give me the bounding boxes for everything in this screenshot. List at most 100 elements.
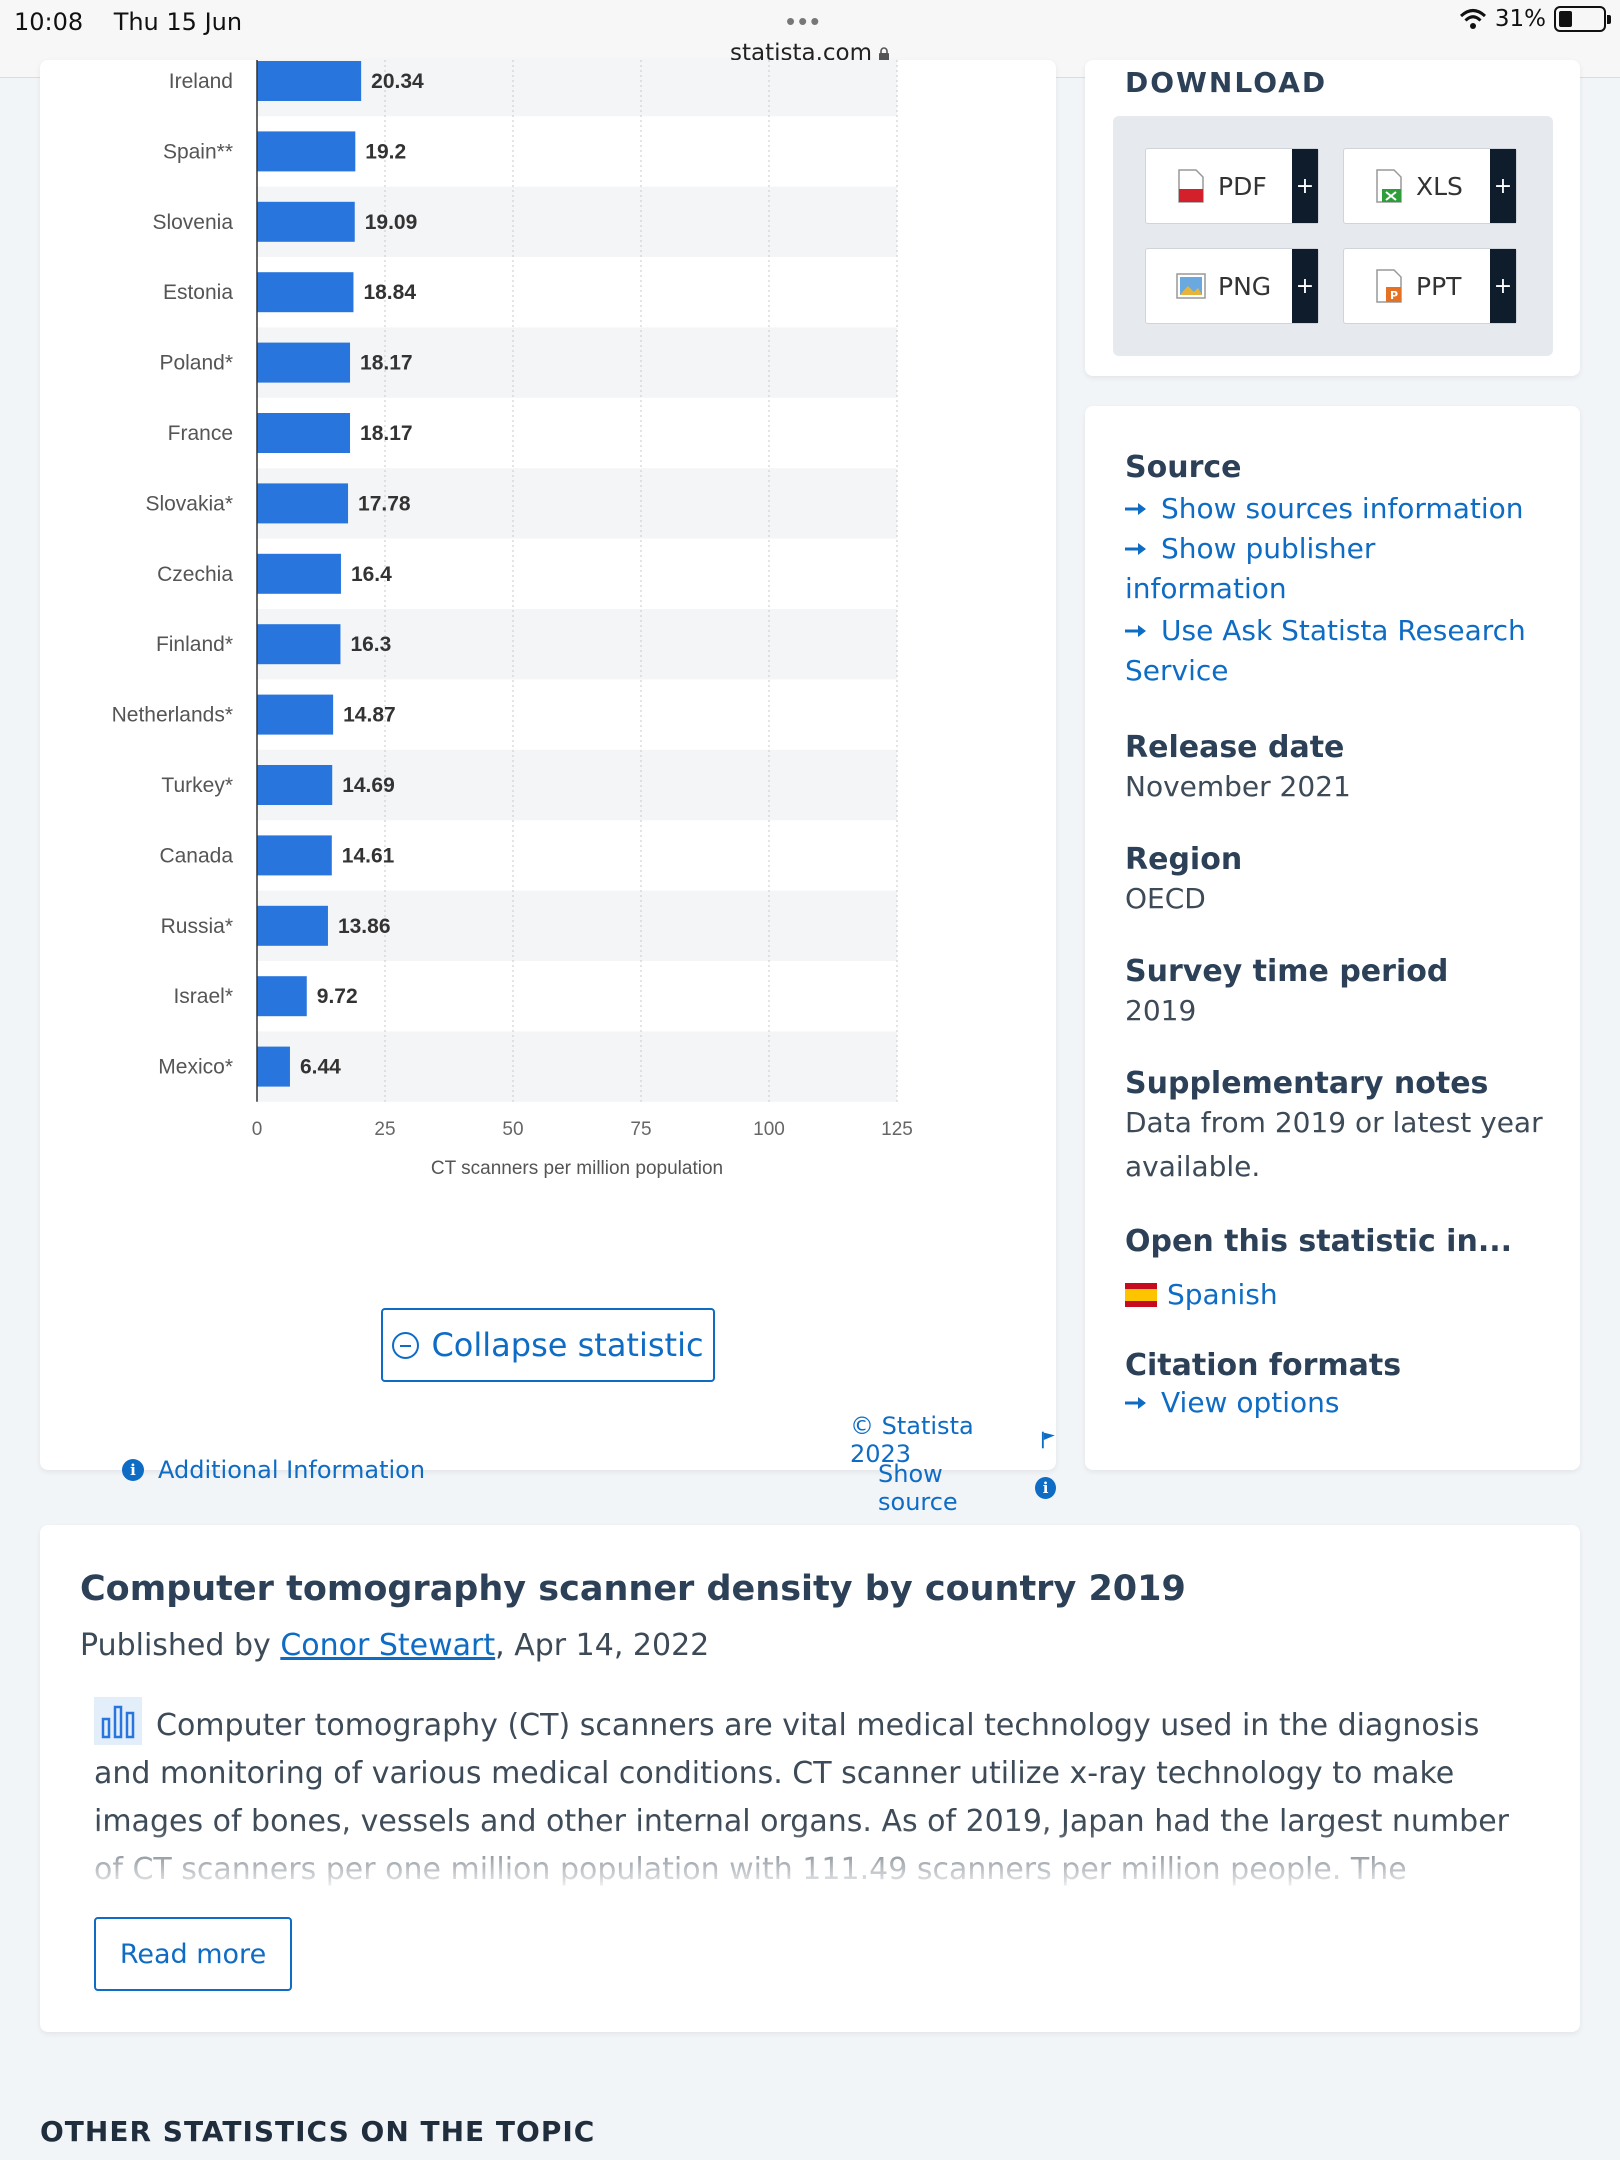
supplementary-notes-heading: Supplementary notes	[1125, 1066, 1489, 1101]
other-statistics-heading: OTHER STATISTICS ON THE TOPIC	[40, 2115, 596, 2148]
source-section: Source Show sources information Show pub…	[1125, 450, 1545, 691]
download-xls-button[interactable]: XLS +	[1343, 148, 1517, 224]
value-label: 16.3	[350, 633, 391, 656]
pdf-label: PDF	[1218, 171, 1267, 201]
tick-label: 50	[502, 1119, 523, 1140]
ppt-plus-icon[interactable]: +	[1490, 249, 1516, 323]
release-date-value: November 2021	[1125, 770, 1351, 803]
category-label: Finland*	[156, 633, 233, 656]
download-pdf-button[interactable]: PDF +	[1145, 148, 1319, 224]
bar	[257, 201, 355, 242]
show-sources-link[interactable]: Show sources information	[1125, 489, 1545, 529]
source-heading: Source	[1125, 450, 1242, 485]
category-label: Estonia	[163, 281, 233, 304]
bar	[257, 976, 307, 1017]
info-icon: i	[122, 1459, 144, 1481]
info-icon: i	[1035, 1477, 1056, 1499]
tick-label: 100	[753, 1119, 785, 1140]
citation-heading: Citation formats	[1125, 1348, 1402, 1383]
arrow-right-icon	[1125, 503, 1146, 515]
citation-section: Citation formats View options	[1125, 1348, 1401, 1423]
bar	[257, 694, 334, 735]
region-section: Region OECD	[1125, 842, 1242, 921]
view-options-label: View options	[1161, 1386, 1340, 1419]
bar-chart-icon	[94, 1697, 142, 1745]
release-date-section: Release date November 2021	[1125, 730, 1351, 809]
clock: 10:08	[14, 8, 84, 36]
xls-plus-icon[interactable]: +	[1490, 149, 1516, 223]
category-label: Netherlands*	[112, 704, 233, 727]
pdf-plus-icon[interactable]: +	[1292, 149, 1318, 223]
collapse-label: Collapse statistic	[431, 1326, 704, 1364]
bar	[257, 342, 351, 383]
value-label: 14.69	[342, 774, 395, 797]
xls-icon	[1376, 169, 1402, 203]
download-ppt-button[interactable]: P PPT +	[1343, 248, 1517, 324]
text-fade-overlay	[80, 1825, 1540, 1900]
value-label: 13.86	[338, 915, 391, 938]
more-dots-icon[interactable]: •••	[786, 6, 823, 36]
view-options-link[interactable]: View options	[1125, 1383, 1401, 1423]
bar	[257, 483, 349, 524]
value-label: 14.61	[342, 844, 395, 867]
xls-label: XLS	[1416, 171, 1463, 201]
row-stripe	[257, 468, 897, 539]
bar	[257, 553, 341, 594]
value-label: 19.2	[365, 140, 406, 163]
category-label: Canada	[159, 844, 233, 867]
bar	[257, 905, 328, 946]
chart-card: Ireland 20.34 Spain** 19.2 Slovenia 19.09 Esto…	[40, 60, 1056, 1516]
show-source-label: Show source	[878, 1460, 958, 1516]
value-label: 18.17	[360, 422, 413, 445]
category-label: Mexico*	[158, 1056, 233, 1079]
svg-text:P: P	[1390, 289, 1398, 302]
bar	[257, 1046, 290, 1087]
published-date: , Apr 14, 2022	[495, 1628, 710, 1663]
ppt-icon: P	[1376, 269, 1402, 303]
bar	[257, 413, 351, 453]
open-in-spanish-link[interactable]: Spanish	[1125, 1275, 1512, 1315]
wifi-icon	[1459, 9, 1486, 29]
x-axis-title: CT scanners per million population	[431, 1158, 723, 1179]
arrow-right-icon	[1125, 625, 1146, 637]
png-label: PNG	[1218, 271, 1272, 301]
ask-statista-link[interactable]: Use Ask Statista Research Service	[1125, 611, 1545, 691]
row-stripe	[257, 749, 897, 821]
description-card: Computer tomography scanner density by c…	[40, 1525, 1580, 2032]
read-more-button[interactable]: Read more	[94, 1917, 292, 1991]
author-link[interactable]: Conor Stewart	[280, 1628, 496, 1663]
spain-flag-icon	[1125, 1283, 1157, 1307]
report-flag-icon[interactable]	[1041, 1430, 1056, 1450]
release-date-heading: Release date	[1125, 730, 1345, 765]
download-png-button[interactable]: PNG +	[1145, 248, 1319, 324]
ask-statista-label: Use Ask Statista Research Service	[1125, 614, 1526, 687]
value-label: 16.4	[351, 563, 392, 586]
tick-label: 125	[881, 1119, 913, 1140]
row-stripe	[257, 1031, 897, 1102]
row-stripe	[257, 60, 897, 117]
show-source-link[interactable]: Show source i	[878, 1460, 1056, 1516]
statistic-title: Computer tomography scanner density by c…	[80, 1569, 1186, 1609]
tick-label: 0	[252, 1119, 263, 1140]
open-statistic-heading: Open this statistic in...	[1125, 1224, 1513, 1259]
category-label: France	[168, 422, 233, 445]
tick-label: 75	[630, 1119, 651, 1140]
collapse-statistic-button[interactable]: Collapse statistic	[381, 1308, 715, 1382]
bar	[257, 624, 341, 665]
row-stripe	[257, 327, 897, 398]
show-publisher-link[interactable]: Show publisher information	[1125, 529, 1545, 609]
value-label: 19.09	[365, 211, 418, 234]
published-by: Published by Conor Stewart, Apr 14, 2022	[80, 1628, 709, 1663]
tick-label: 25	[374, 1119, 395, 1140]
region-heading: Region	[1125, 842, 1243, 877]
category-label: Turkey*	[161, 774, 233, 797]
statista-copyright[interactable]: © Statista 2023	[850, 1412, 1056, 1468]
region-value: OECD	[1125, 882, 1206, 915]
ppt-label: PPT	[1416, 271, 1462, 301]
download-panel: PDF + XLS + PNG + P PPT +	[1113, 116, 1553, 356]
additional-information-link[interactable]: i Additional Information	[122, 1456, 425, 1484]
category-label: Russia*	[161, 915, 233, 938]
arrow-right-icon	[1125, 543, 1146, 555]
pdf-icon	[1178, 169, 1204, 203]
png-plus-icon[interactable]: +	[1292, 249, 1318, 323]
